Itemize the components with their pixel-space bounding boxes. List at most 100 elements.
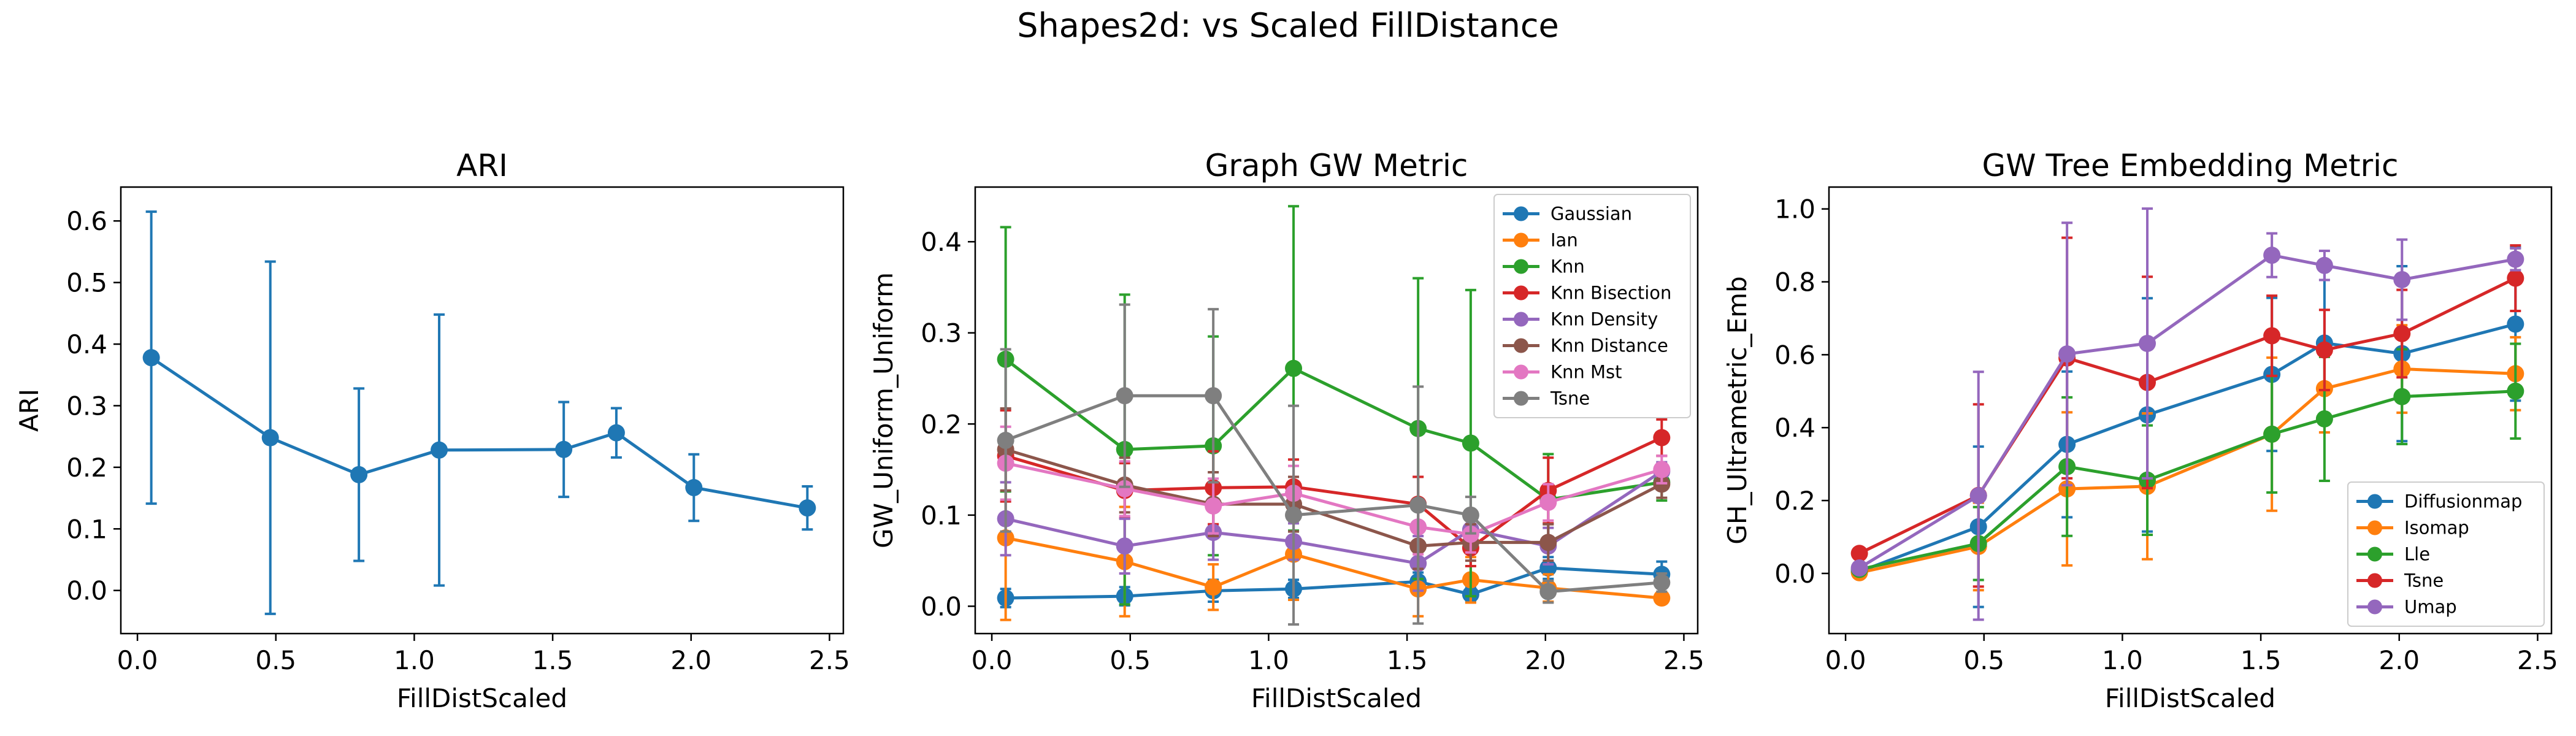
data-point	[2393, 388, 2411, 405]
series-line	[1859, 389, 2516, 571]
x-tick-label: 0.0	[972, 645, 1013, 675]
y-tick-label: 0.2	[1774, 486, 1815, 516]
data-point	[555, 440, 573, 458]
x-tick-label: 1.5	[2241, 645, 2282, 675]
legend-entry: Diffusionmap	[2404, 491, 2522, 512]
y-tick-label: 0.2	[66, 453, 107, 483]
data-point	[2393, 324, 2411, 342]
x-tick-label: 0.0	[117, 645, 158, 675]
data-point	[997, 432, 1014, 450]
data-point	[1653, 589, 1671, 607]
data-point	[685, 479, 703, 497]
data-point	[350, 466, 368, 483]
data-point	[1969, 487, 1987, 505]
series-tsne	[997, 303, 1671, 626]
y-tick-label: 0.6	[1774, 340, 1815, 370]
data-point	[2263, 247, 2281, 264]
x-tick-label: 0.5	[255, 645, 296, 675]
data-point	[1116, 480, 1133, 497]
x-tick-label: 0.5	[1110, 645, 1151, 675]
legend-swatch-marker	[2367, 546, 2382, 562]
data-point	[2507, 382, 2524, 400]
series-line	[150, 356, 808, 510]
legend: Gaussian Ian Knn Knn Bisection Knn Density Kn…	[1493, 194, 1691, 418]
data-point	[1653, 573, 1671, 591]
legend-entry: Lle	[2404, 544, 2430, 565]
data-point	[2315, 410, 2333, 427]
series-line	[1858, 323, 2516, 573]
data-point	[2393, 270, 2411, 288]
x-axis-label: FillDistScaled	[1251, 683, 1422, 713]
series-line	[1005, 448, 1663, 548]
y-axis-label: ARI	[14, 389, 44, 432]
legend-entry: Knn Density	[1551, 309, 1658, 330]
y-tick-label: 0.2	[921, 409, 962, 439]
x-tick-label: 1.5	[532, 645, 573, 675]
subplot-title: Graph GW Metric	[1205, 148, 1468, 183]
x-tick-label: 0.0	[1825, 645, 1866, 675]
y-tick-label: 0.6	[66, 206, 107, 236]
data-point	[1205, 497, 1222, 515]
subplot-panels: 0.0 0.5 1.0 1.5 2.0 2.5 0.0 0.1 0.2 0.3 0.4 0.5 0.6 A…	[14, 148, 2558, 713]
legend-entry: Gaussian	[1551, 204, 1632, 224]
y-tick-label: 0.1	[66, 514, 107, 544]
y-tick-label: 0.8	[1774, 267, 1815, 297]
y-tick-label: 0.4	[1774, 413, 1815, 443]
legend-entry: Umap	[2404, 597, 2457, 618]
series-line	[1005, 536, 1662, 600]
data-point	[2315, 341, 2333, 359]
data-point	[1539, 494, 1557, 512]
y-tick-label: 0.4	[66, 329, 107, 359]
legend-box	[2347, 481, 2545, 627]
x-tick-label: 2.0	[670, 645, 711, 675]
legend-swatch-marker	[1514, 391, 1528, 406]
subplot-1: 0.0 0.5 1.0 1.5 2.0 2.5 0.0 0.1 0.2 0.3 0.4 0.5 0.6 A…	[14, 148, 850, 713]
data-point	[1462, 506, 1479, 524]
x-tick-label: 2.5	[809, 645, 850, 675]
legend-entry: Knn	[1551, 256, 1585, 277]
x-tick-label: 1.0	[394, 645, 435, 675]
data-point	[431, 441, 448, 459]
data-point	[2139, 334, 2156, 352]
legend-entry: Knn Distance	[1551, 335, 1668, 356]
legend-swatch-marker	[1514, 364, 1528, 380]
series-umap	[1850, 207, 2524, 621]
data-point	[1850, 545, 1868, 562]
data-point	[1653, 429, 1671, 447]
axes-frame	[1828, 186, 2553, 635]
figure-suptitle: Shapes2d: vs Scaled FillDistance	[1017, 6, 1558, 45]
series-line	[1859, 367, 2516, 575]
legend-swatch-marker	[1514, 206, 1528, 221]
series-line	[1005, 358, 1662, 502]
y-axis-label: GH_Ultrametric_Emb	[1722, 276, 1752, 544]
data-point	[1850, 559, 1868, 577]
data-point	[2507, 250, 2524, 268]
data-point	[1116, 387, 1133, 405]
data-point	[2263, 327, 2281, 345]
y-tick-label: 0.4	[921, 227, 962, 257]
y-tick-label: 0.1	[921, 500, 962, 531]
data-point	[2507, 269, 2524, 287]
x-tick-label: 1.0	[1248, 645, 1289, 675]
data-point	[2315, 256, 2333, 274]
legend-swatch-marker	[1514, 232, 1528, 248]
subplot-3: 0.0 0.5 1.0 1.5 2.0 2.5 0.0 0.2 0.4 0.6 0.8 1.0 GW T…	[1722, 148, 2558, 713]
data-point	[1285, 506, 1303, 524]
x-tick-label: 2.5	[2517, 645, 2558, 675]
data-point	[1285, 359, 1303, 377]
x-axis-label: FillDistScaled	[2105, 683, 2275, 713]
y-tick-label: 0.3	[66, 391, 107, 421]
axes-frame	[974, 186, 1699, 635]
data-point	[2058, 345, 2076, 363]
legend-entry: Knn Mst	[1551, 362, 1622, 383]
y-tick-label: 0.3	[921, 318, 962, 348]
legend-entry: Ian	[1551, 230, 1578, 251]
x-axis-label: FillDistScaled	[397, 683, 567, 713]
data-point	[607, 424, 625, 442]
legend-box	[1493, 194, 1691, 418]
subplot-title: ARI	[456, 148, 508, 183]
subplot-2: 0.0 0.5 1.0 1.5 2.0 2.5 0.0 0.1 0.2 0.3 0.4 Graph G…	[868, 148, 1704, 713]
data-point	[1205, 578, 1222, 596]
y-tick-label: 0.0	[921, 591, 962, 621]
legend-entry: Tsne	[1550, 388, 1590, 409]
